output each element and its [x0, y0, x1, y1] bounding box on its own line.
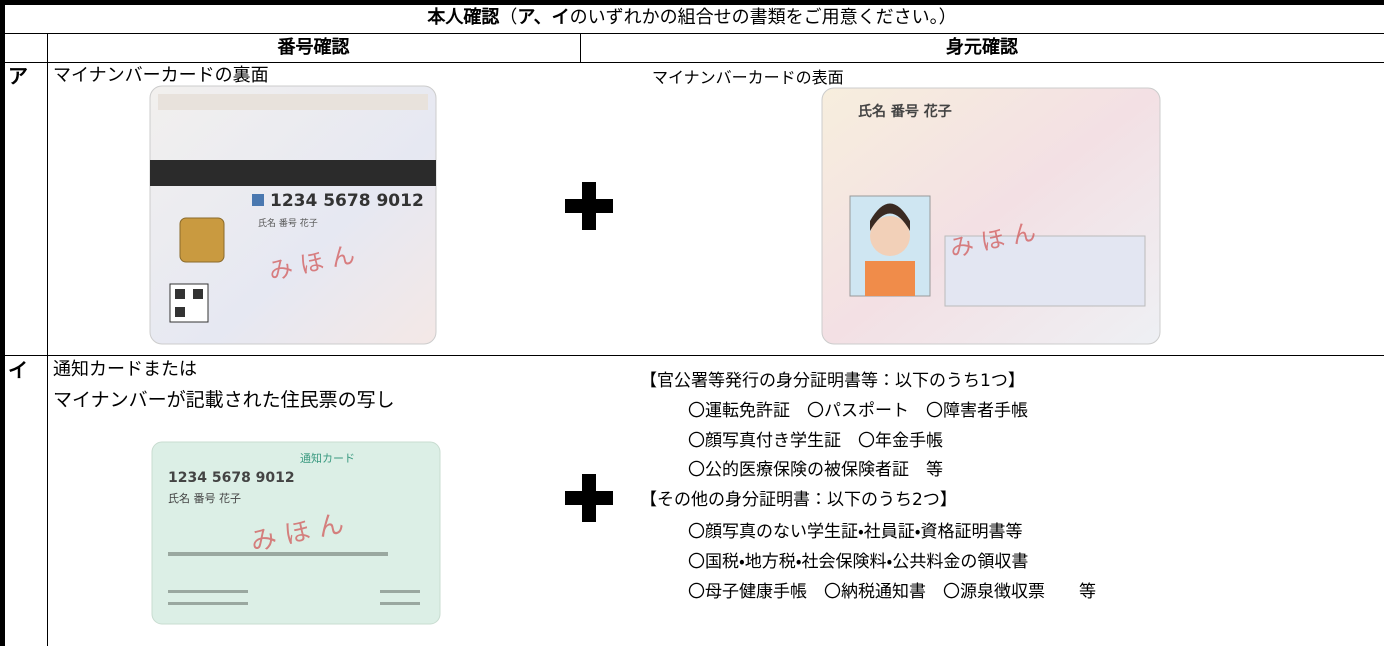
number-check-text: 通知カードまたは — [53, 359, 197, 380]
group-heading: 【官公署等発行の身分証明書等：以下のうち1つ】 — [640, 371, 1025, 391]
mynumber-card-front: 氏名 番号 花子 み ほ ん — [821, 87, 1161, 345]
column-line — [47, 33, 48, 646]
row-line — [0, 355, 1384, 356]
title-part: （ — [499, 7, 518, 28]
group-item: 〇運転免許証 〇パスポート 〇障害者手帳 — [688, 401, 1028, 421]
column-header: 番号確認 — [277, 37, 350, 58]
title-part: のいずれかの組合せの書類をご用意ください。） — [569, 7, 957, 28]
border-left — [0, 0, 5, 646]
mynumber-card-back: 1234 5678 9012 氏名 番号 花子 み ほ ん — [149, 85, 437, 345]
row-line — [0, 62, 1384, 63]
card-text: 1234 5678 9012 — [270, 191, 424, 211]
number-check-text: マイナンバーカードの裏面 — [53, 65, 269, 86]
plus-icon — [565, 182, 613, 230]
title: 本人確認（ア、イのいずれかの組合せの書類をご用意ください。） — [0, 7, 1384, 29]
group-item: 〇顔写真のない学生証・社員証・資格証明書等 — [688, 522, 1023, 542]
group-heading: 【その他の身分証明書：以下のうち2つ】 — [640, 490, 957, 510]
card-text: 1234 5678 9012 — [168, 470, 295, 486]
column-header: 身元確認 — [946, 37, 1018, 58]
notification-card: 通知カード 1234 5678 9012 氏名 番号 花子 み ほ ん — [151, 441, 441, 625]
card-text: 通知カード — [300, 451, 355, 465]
row-label: ア — [8, 64, 28, 88]
row-label: イ — [8, 358, 28, 382]
group-item: 〇公的医療保険の被保険者証 等 — [688, 460, 943, 480]
identity-check-text: マイナンバーカードの表面 — [652, 68, 844, 87]
group-item: 〇国税・地方税・社会保険料・公共料金の領収書 — [688, 552, 1029, 572]
title-part: 本人確認 — [427, 7, 500, 28]
title-part: ア、イ — [517, 7, 570, 28]
row-line — [0, 33, 1384, 34]
group-item: 〇顔写真付き学生証 〇年金手帳 — [688, 431, 943, 451]
card-text: 氏名 番号 花子 — [258, 217, 318, 229]
border-top — [0, 0, 1384, 5]
group-item: 〇母子健康手帳 〇納税通知書 〇源泉徴収票 等 — [688, 582, 1096, 602]
plus-icon — [565, 474, 613, 522]
column-line — [580, 33, 581, 62]
card-text: 氏名 番号 花子 — [168, 491, 241, 505]
number-check-text: マイナンバーが記載された住民票の写し — [53, 389, 395, 411]
card-text: 氏名 番号 花子 — [858, 103, 952, 120]
